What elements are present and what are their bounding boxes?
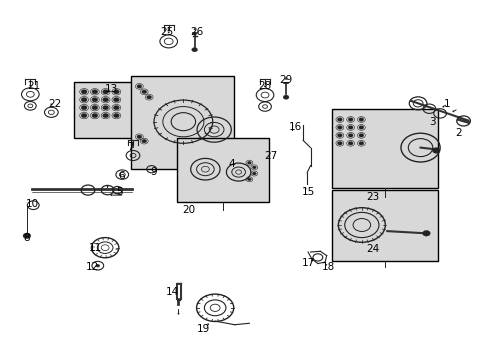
Text: 28: 28: [258, 81, 271, 91]
Bar: [177, 138, 268, 202]
Circle shape: [96, 264, 100, 267]
Circle shape: [81, 98, 87, 102]
Text: 4: 4: [228, 159, 235, 169]
Bar: [331, 109, 437, 188]
Circle shape: [422, 230, 429, 236]
Text: 20: 20: [182, 204, 195, 215]
Text: 10: 10: [25, 199, 39, 210]
Circle shape: [113, 105, 119, 110]
Text: 1: 1: [443, 99, 450, 109]
Circle shape: [431, 148, 439, 153]
Circle shape: [337, 118, 342, 121]
Circle shape: [337, 141, 342, 145]
Text: 22: 22: [48, 99, 61, 109]
Circle shape: [113, 113, 119, 118]
Circle shape: [347, 118, 352, 121]
Text: 25: 25: [160, 27, 173, 37]
Circle shape: [191, 48, 197, 52]
Text: 24: 24: [365, 244, 378, 254]
Text: 26: 26: [190, 27, 203, 37]
Circle shape: [347, 126, 352, 129]
Circle shape: [347, 141, 352, 145]
Circle shape: [337, 126, 342, 129]
Circle shape: [347, 134, 352, 137]
Circle shape: [92, 90, 98, 94]
Circle shape: [92, 113, 98, 118]
Circle shape: [102, 90, 108, 94]
Circle shape: [252, 166, 256, 169]
Circle shape: [81, 113, 87, 118]
Circle shape: [81, 105, 87, 110]
Text: 23: 23: [365, 192, 378, 202]
Circle shape: [102, 98, 108, 102]
Text: 21: 21: [27, 81, 40, 91]
Circle shape: [358, 126, 363, 129]
Circle shape: [142, 139, 146, 143]
Text: 18: 18: [321, 262, 334, 272]
Circle shape: [358, 134, 363, 137]
Circle shape: [337, 134, 342, 137]
Text: 27: 27: [264, 150, 277, 161]
Circle shape: [23, 233, 31, 239]
Circle shape: [81, 90, 87, 94]
Circle shape: [358, 141, 363, 145]
Circle shape: [247, 161, 251, 164]
Circle shape: [146, 95, 151, 99]
Circle shape: [113, 98, 119, 102]
Text: 6: 6: [118, 171, 125, 181]
Circle shape: [358, 118, 363, 121]
Circle shape: [92, 105, 98, 110]
Circle shape: [113, 90, 119, 94]
Text: 7: 7: [127, 141, 134, 152]
Text: 17: 17: [302, 258, 315, 268]
Text: 2: 2: [454, 128, 461, 138]
Circle shape: [283, 95, 288, 99]
Circle shape: [137, 85, 142, 88]
Circle shape: [102, 105, 108, 110]
Text: 3: 3: [428, 117, 435, 127]
Text: 14: 14: [166, 287, 179, 297]
Text: 12: 12: [85, 262, 99, 272]
Text: 29: 29: [279, 75, 292, 85]
Text: 13: 13: [105, 84, 118, 94]
Bar: [331, 190, 437, 261]
Circle shape: [142, 90, 146, 94]
Text: 19: 19: [196, 324, 209, 334]
Bar: [74, 82, 132, 138]
Text: 8: 8: [23, 233, 30, 243]
Text: 9: 9: [150, 167, 157, 177]
Bar: [131, 76, 233, 169]
Text: 15: 15: [302, 186, 315, 197]
Circle shape: [247, 178, 251, 181]
Text: 11: 11: [89, 243, 102, 253]
Circle shape: [137, 135, 142, 139]
Text: 16: 16: [288, 122, 301, 132]
Text: 5: 5: [116, 186, 123, 197]
Circle shape: [102, 113, 108, 118]
Circle shape: [252, 172, 256, 175]
Circle shape: [92, 98, 98, 102]
